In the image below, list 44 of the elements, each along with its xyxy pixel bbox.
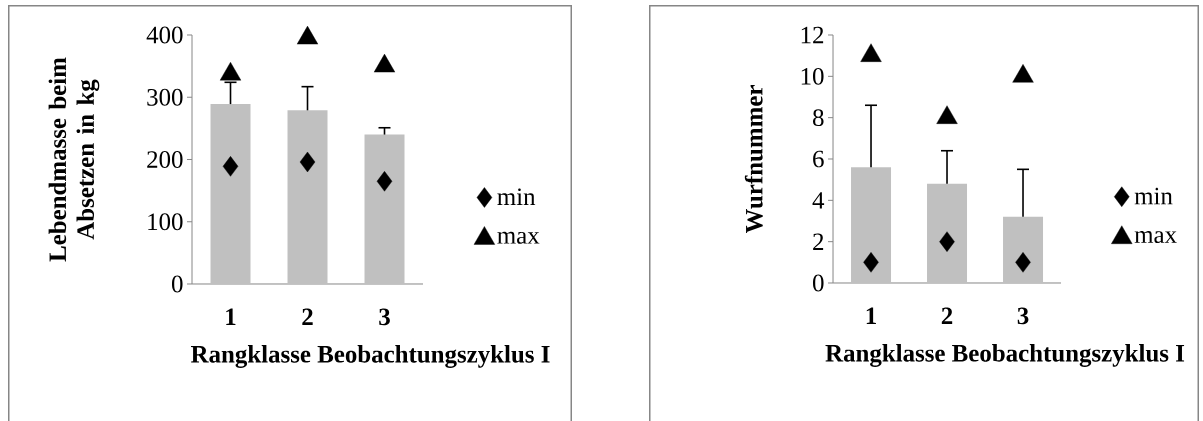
bar [1003, 216, 1044, 283]
point [1012, 64, 1034, 83]
point [1015, 252, 1031, 273]
y-axis-title: Lebendmasse beim Absetzen in kg [48, 57, 100, 262]
y-tick-label: 8 [813, 109, 824, 127]
bar [851, 167, 892, 283]
bar [927, 183, 968, 283]
x-tick-label: 1 [866, 307, 876, 324]
bar [364, 134, 405, 284]
y-tick-label: 0 [171, 275, 183, 293]
x-tick-label: 3 [1017, 307, 1029, 325]
bar [210, 104, 251, 284]
point [376, 171, 393, 192]
y-tick-label: 100 [148, 213, 183, 231]
point [373, 53, 396, 73]
point [296, 25, 319, 45]
legend-label: max [1134, 231, 1177, 244]
x-tick-label: 1 [226, 308, 236, 325]
y-tick-label: 10 [801, 67, 824, 85]
point [936, 105, 958, 124]
point [860, 43, 882, 62]
x-tick-label: 3 [379, 308, 390, 326]
y-tick-label: 200 [147, 151, 183, 168]
bar [287, 110, 328, 284]
point [863, 252, 879, 273]
y-axis-title: Wurfnummer [744, 85, 763, 234]
y-tick-label: 300 [147, 88, 183, 106]
x-axis-title: Rangklasse Beobachtungszyklus I [191, 345, 550, 368]
y-tick-label: 12 [801, 26, 824, 44]
y-tick-label: 6 [813, 150, 824, 168]
x-axis-title: Rangklasse Beobachtungszyklus I [825, 344, 1185, 367]
legend-label: max [497, 231, 540, 244]
legend-label: min [1134, 187, 1173, 205]
legend-label: min [497, 188, 536, 205]
point [299, 151, 316, 173]
y-tick-label: 400 [146, 26, 183, 44]
y-tick-label: 2 [813, 233, 824, 250]
point [219, 62, 242, 81]
y-tick-label: 0 [813, 274, 824, 292]
x-tick-label: 2 [941, 307, 953, 325]
point [939, 231, 955, 252]
x-tick-label: 2 [302, 308, 313, 326]
point [222, 156, 239, 177]
y-tick-label: 4 [812, 192, 825, 209]
